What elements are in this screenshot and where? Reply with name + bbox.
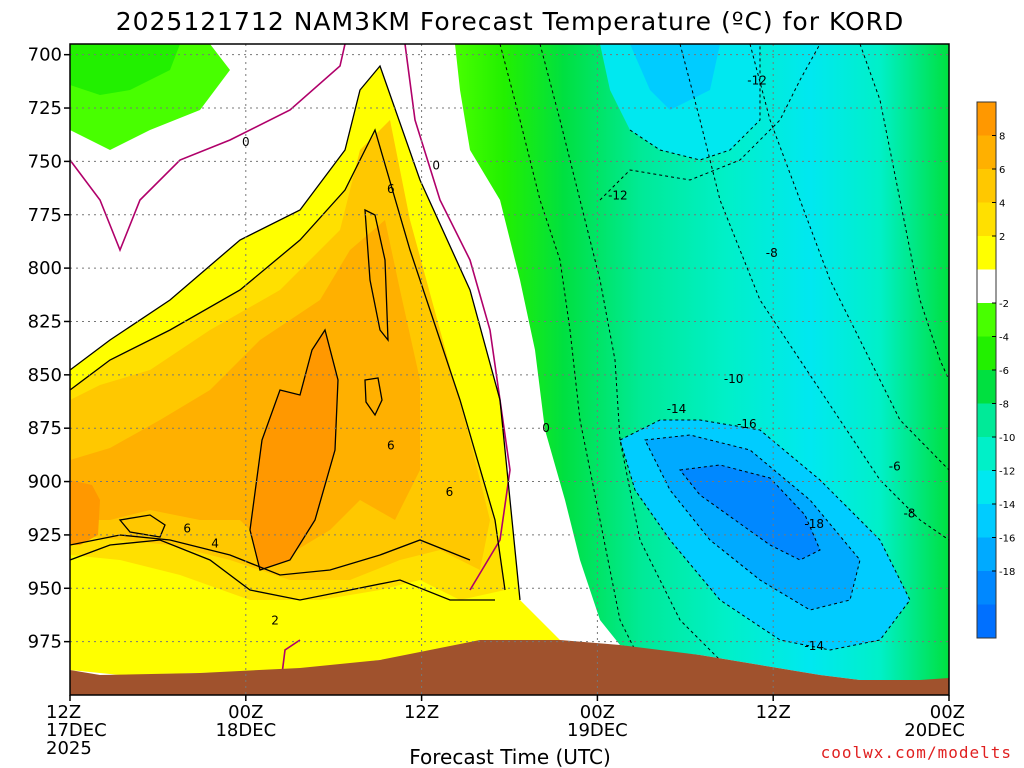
contour-label: -6 (889, 460, 901, 474)
chart-title: 2025121712 NAM3KM Forecast Temperature (… (116, 7, 905, 36)
colorbar-swatch (977, 102, 996, 136)
colorbar-label: -12 (999, 467, 1015, 478)
colorbar-label: 8 (999, 132, 1005, 143)
colorbar-label: -6 (999, 366, 1009, 377)
colorbar-swatch (977, 135, 996, 170)
colorbar: 8 6 4 2 -2 -4 -6 -8 -10 -12 -14 -16 -18 (976, 101, 1015, 639)
colorbar-swatch (977, 604, 996, 639)
colorbar-swatch (977, 403, 996, 438)
colorbar-swatch (977, 336, 996, 371)
credit-text[interactable]: coolwx.com/modelts (821, 743, 1012, 762)
y-tick-label: 900 (28, 472, 62, 493)
colorbar-label: -14 (999, 500, 1015, 511)
colorbar-swatch (977, 269, 996, 304)
colorbar-swatch (977, 303, 996, 337)
blue-top-lobe (630, 44, 720, 110)
y-tick-label: 700 (28, 45, 62, 66)
colorbar-swatch (977, 236, 996, 270)
green-top-left-inner (70, 44, 180, 95)
x-tick-label: 20DEC (904, 720, 965, 741)
contour-label: 4 (211, 536, 219, 550)
cold-core (680, 465, 820, 560)
x-axis-label: Forecast Time (UTC) (409, 745, 611, 768)
warm-pocket-left (70, 480, 100, 545)
contour-label: -12 (608, 189, 628, 203)
x-tick-label: 2025 (46, 738, 92, 759)
contour-label: -14 (667, 402, 687, 416)
colorbar-swatch (977, 437, 996, 471)
colorbar-label: -18 (999, 567, 1015, 578)
y-tick-label: 925 (28, 525, 62, 546)
colorbar-swatch (977, 470, 996, 505)
contour-label: -8 (766, 246, 778, 260)
contour-label: -18 (804, 517, 824, 531)
x-tick-label: 17DEC (46, 720, 107, 741)
plot-frame (69, 43, 950, 696)
contour-label: 6 (387, 182, 395, 196)
contour-label: 0 (242, 135, 250, 149)
colorbar-swatch (977, 169, 996, 203)
contour-label: 6 (446, 485, 454, 499)
colorbar-swatch (977, 370, 996, 404)
contour-label: -12 (747, 73, 767, 87)
contour-label: 0 (542, 421, 550, 435)
y-tick-label: 725 (28, 98, 62, 119)
y-tick-label: 800 (28, 258, 62, 279)
x-tick-label: 12Z (404, 702, 439, 723)
colorbar-swatch (977, 202, 996, 237)
colorbar-label: -4 (999, 333, 1009, 344)
colorbar-label: -8 (999, 400, 1009, 411)
contour-label: 6 (183, 522, 191, 536)
contour-label: -16 (737, 417, 757, 431)
y-tick-label: 875 (28, 418, 62, 439)
y-tick-label: 750 (28, 151, 62, 172)
x-tick-label: 00Z (930, 702, 965, 723)
x-tick-label: 00Z (228, 702, 263, 723)
x-tick-label: 12Z (46, 702, 81, 723)
gridlines (70, 44, 949, 695)
x-tick-label: 19DEC (567, 720, 628, 741)
contour-label: 6 (387, 438, 395, 452)
terrain (70, 640, 949, 695)
warm-region-8a (70, 220, 420, 560)
y-tick-label: 775 (28, 205, 62, 226)
warm-core (250, 330, 338, 570)
colorbar-label: 6 (999, 165, 1005, 176)
y-tick-label: 850 (28, 365, 62, 386)
y-axis: 700 725 750 775 800 825 850 875 900 925 950 975 (28, 45, 70, 653)
y-tick-label: 950 (28, 578, 62, 599)
contour-label: 2 (271, 613, 279, 627)
colorbar-swatch (977, 537, 996, 572)
colorbar-label: -16 (999, 534, 1015, 545)
x-tick-label: 18DEC (215, 720, 276, 741)
colorbar-label: -10 (999, 433, 1015, 444)
contour-labels: 0 0 0 6 6 6 6 4 2 -12 -12 -8 -10 -14 -16 -18 -14 -6 -8 (183, 73, 915, 653)
colorbar-swatch (977, 504, 996, 538)
colorbar-swatch (977, 571, 996, 605)
contour-label: -10 (724, 372, 744, 386)
warm-contours (70, 64, 521, 601)
colorbar-label: 4 (999, 199, 1005, 210)
x-tick-label: 00Z (580, 702, 615, 723)
contour-label: 0 (432, 159, 440, 173)
x-tick-label: 12Z (756, 702, 791, 723)
contour-label: -8 (903, 507, 915, 521)
y-tick-label: 975 (28, 632, 62, 653)
contour-label: -14 (804, 639, 824, 653)
cold-contours (499, 44, 949, 661)
plot-area (70, 44, 949, 695)
y-tick-label: 825 (28, 311, 62, 332)
colorbar-label: -2 (999, 299, 1009, 310)
colorbar-label: 2 (999, 232, 1005, 243)
